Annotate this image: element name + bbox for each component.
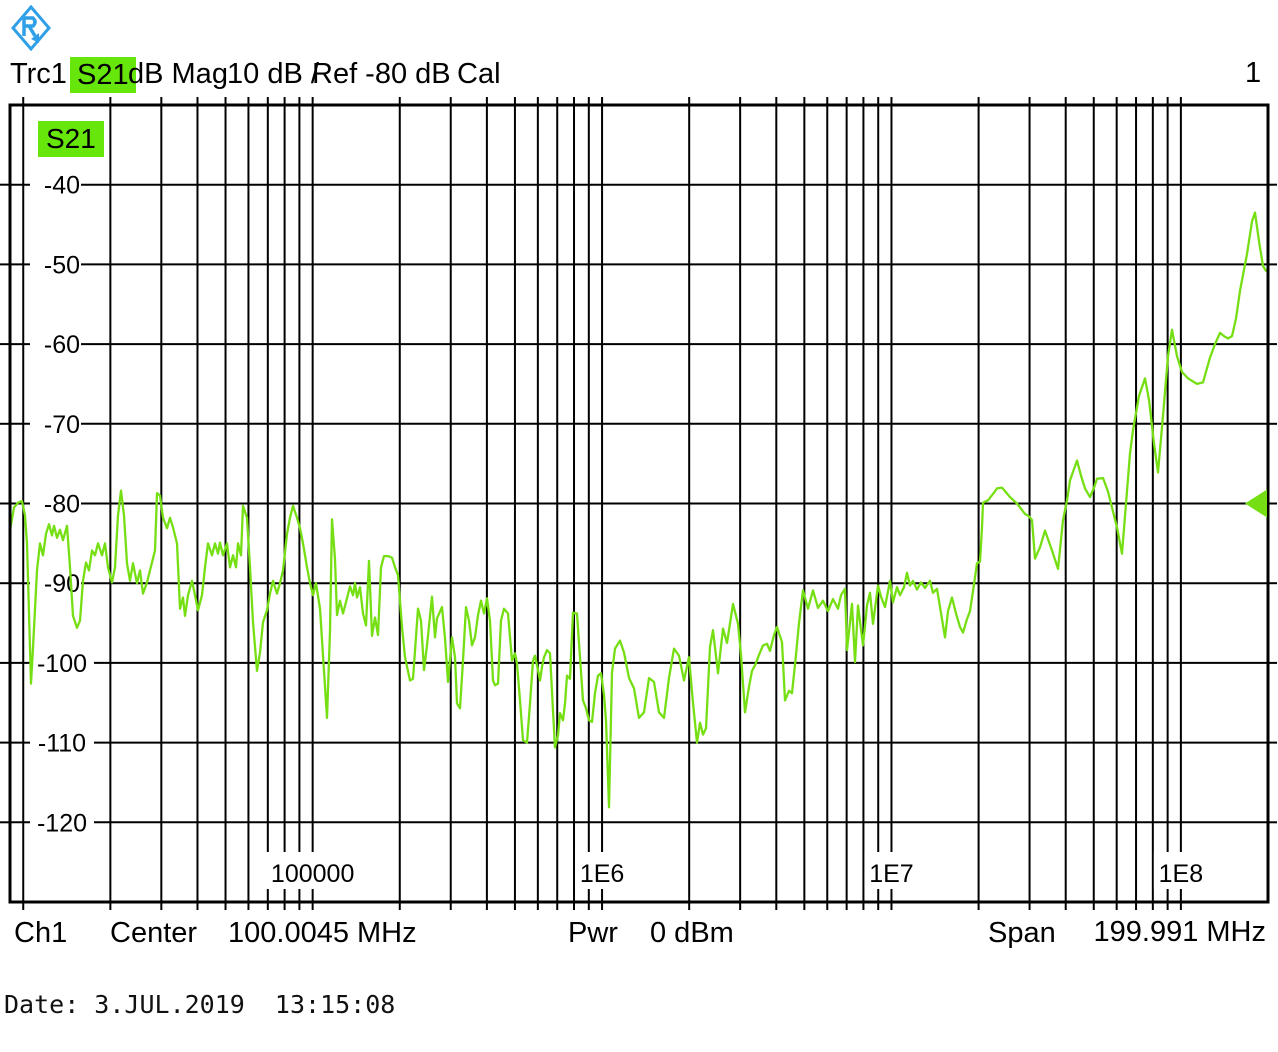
y-axis-label--90: -90 xyxy=(44,570,80,598)
x-label-box xyxy=(864,852,919,889)
x-axis-label-100000: 100000 xyxy=(271,860,354,888)
channel-label[interactable]: Ch1 xyxy=(14,917,68,949)
y-axis-label--120: -120 xyxy=(37,809,87,837)
trace-format-label[interactable]: dB Mag xyxy=(128,58,228,90)
span-label[interactable]: Span xyxy=(988,917,1056,949)
x-label-box xyxy=(575,852,630,889)
y-label-box xyxy=(30,408,81,440)
diagram-number: 1 xyxy=(1245,57,1262,89)
date-time-label: Date: 3.JUL.2019 13:15:08 xyxy=(4,990,396,1019)
center-freq-value[interactable]: 100.0045 MHz xyxy=(228,917,417,949)
trace-badge[interactable]: S21 xyxy=(38,121,104,157)
trace-name-label[interactable]: Trc1 xyxy=(10,58,67,90)
y-axis-label--60: -60 xyxy=(44,331,80,359)
y-label-box xyxy=(30,647,94,679)
power-value[interactable]: 0 dBm xyxy=(650,917,734,949)
x-axis-label-1E8: 1E8 xyxy=(1159,860,1203,888)
y-label-box xyxy=(30,807,94,839)
rs-logo xyxy=(11,4,51,52)
y-axis-label--40: -40 xyxy=(44,172,80,200)
x-label-box xyxy=(264,852,361,889)
x-label-box xyxy=(1153,852,1208,889)
center-freq-label[interactable]: Center xyxy=(110,917,198,949)
ref-level-marker[interactable] xyxy=(1245,489,1267,518)
trace-ref-label[interactable]: Ref -80 dB xyxy=(312,58,451,90)
y-label-box xyxy=(30,329,81,361)
power-label[interactable]: Pwr xyxy=(568,917,618,949)
x-axis-label-1E6: 1E6 xyxy=(580,860,624,888)
s21-highlight[interactable]: S21 xyxy=(70,57,136,93)
y-axis-label--50: -50 xyxy=(44,251,80,279)
trace-scale-label[interactable]: 10 dB / xyxy=(227,58,319,90)
plot-area: 100000 1E6 1E7 1E8 -40 -50 -60 -70 -80 -90 -100 -11… xyxy=(0,97,1277,910)
y-axis-label--110: -110 xyxy=(38,730,86,758)
y-axis-label--80: -80 xyxy=(44,491,80,519)
y-label-box xyxy=(30,169,81,201)
s21-trace xyxy=(8,211,1268,809)
trace-cal-label[interactable]: Cal xyxy=(457,58,501,90)
y-label-box xyxy=(30,249,81,281)
span-value[interactable]: 199.991 MHz xyxy=(1093,916,1267,948)
y-label-box xyxy=(30,727,94,759)
y-axis-label--70: -70 xyxy=(44,411,80,439)
y-label-box xyxy=(30,488,81,520)
x-axis-label-1E7: 1E7 xyxy=(869,860,913,888)
y-axis-label--100: -100 xyxy=(37,650,87,678)
